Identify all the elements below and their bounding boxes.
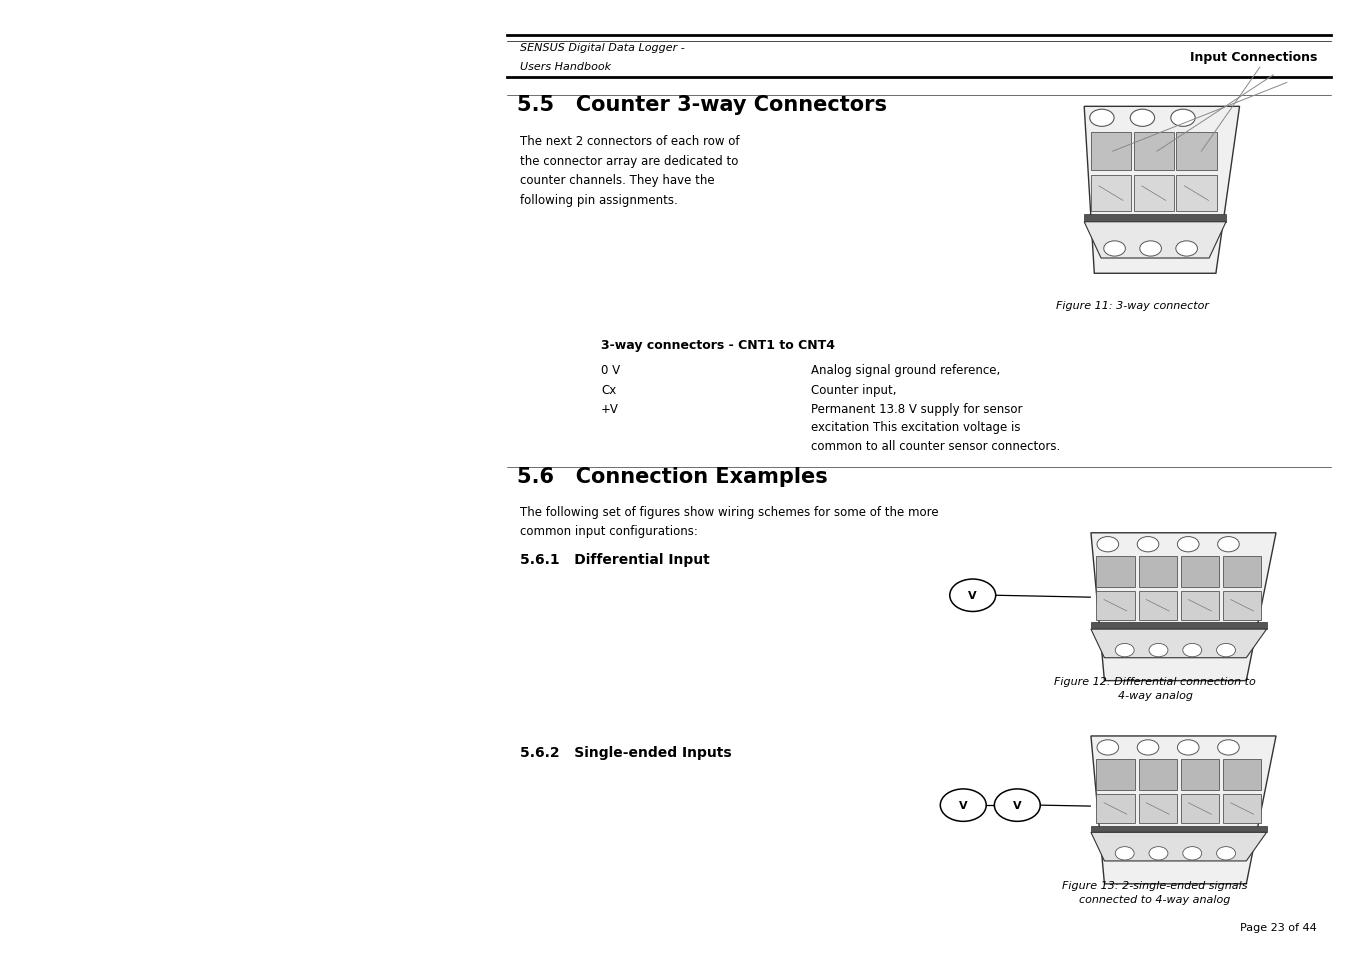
FancyBboxPatch shape — [1133, 133, 1174, 172]
Text: Counter input,: Counter input, — [811, 383, 896, 396]
Circle shape — [1148, 644, 1167, 658]
Circle shape — [1217, 537, 1239, 553]
FancyBboxPatch shape — [1223, 760, 1262, 791]
Text: 5.6   Connection Examples: 5.6 Connection Examples — [517, 467, 828, 487]
FancyBboxPatch shape — [1096, 557, 1135, 587]
Text: The following set of figures show wiring schemes for some of the more
common inp: The following set of figures show wiring… — [520, 505, 939, 537]
Circle shape — [1217, 740, 1239, 756]
FancyBboxPatch shape — [1133, 175, 1174, 213]
Circle shape — [1175, 242, 1197, 257]
Text: Input Connections: Input Connections — [1190, 51, 1317, 64]
Circle shape — [1115, 847, 1135, 861]
Polygon shape — [1090, 534, 1275, 680]
Text: Figure 13: 2-single-ended signals
connected to 4-way analog: Figure 13: 2-single-ended signals connec… — [1062, 880, 1248, 903]
Text: SENSUS Digital Data Logger -: SENSUS Digital Data Logger - — [520, 43, 685, 52]
Circle shape — [1115, 644, 1135, 658]
FancyBboxPatch shape — [1096, 795, 1135, 823]
Circle shape — [1104, 242, 1125, 257]
Circle shape — [1216, 847, 1235, 861]
Text: The next 2 connectors of each row of
the connector array are dedicated to
counte: The next 2 connectors of each row of the… — [520, 135, 739, 207]
Text: Permanent 13.8 V supply for sensor
excitation This excitation voltage is
common : Permanent 13.8 V supply for sensor excit… — [811, 402, 1059, 452]
Text: 3-way connectors - CNT1 to CNT4: 3-way connectors - CNT1 to CNT4 — [601, 338, 835, 352]
FancyBboxPatch shape — [1181, 795, 1219, 823]
FancyBboxPatch shape — [1223, 591, 1262, 620]
Circle shape — [1090, 110, 1115, 127]
FancyBboxPatch shape — [1181, 591, 1219, 620]
FancyBboxPatch shape — [1223, 557, 1262, 587]
Polygon shape — [1084, 108, 1240, 274]
FancyBboxPatch shape — [1090, 175, 1131, 213]
Text: 0 V: 0 V — [601, 364, 620, 377]
Circle shape — [1178, 537, 1200, 553]
Text: V: V — [969, 591, 977, 600]
FancyBboxPatch shape — [1177, 133, 1216, 172]
Circle shape — [1216, 644, 1235, 658]
FancyBboxPatch shape — [1090, 825, 1267, 833]
Polygon shape — [1090, 833, 1267, 862]
FancyBboxPatch shape — [1139, 591, 1177, 620]
FancyBboxPatch shape — [1181, 760, 1219, 791]
Text: +V: +V — [601, 402, 619, 416]
Text: 5.6.2   Single-ended Inputs: 5.6.2 Single-ended Inputs — [520, 745, 732, 760]
FancyBboxPatch shape — [1177, 175, 1216, 213]
Circle shape — [1178, 740, 1200, 756]
Circle shape — [1097, 740, 1119, 756]
Circle shape — [1182, 847, 1202, 861]
Circle shape — [940, 789, 986, 821]
FancyBboxPatch shape — [1181, 557, 1219, 587]
Text: Cx: Cx — [601, 383, 616, 396]
FancyBboxPatch shape — [1090, 133, 1131, 172]
Circle shape — [1182, 644, 1202, 658]
Circle shape — [1138, 740, 1159, 756]
Text: 5.6.1   Differential Input: 5.6.1 Differential Input — [520, 553, 709, 567]
Circle shape — [1097, 537, 1119, 553]
Text: Page 23 of 44: Page 23 of 44 — [1240, 923, 1317, 932]
FancyBboxPatch shape — [1090, 623, 1267, 630]
Circle shape — [1131, 110, 1155, 127]
FancyBboxPatch shape — [1084, 215, 1227, 223]
FancyBboxPatch shape — [1139, 760, 1177, 791]
Text: Figure 11: 3-way connector: Figure 11: 3-way connector — [1055, 301, 1209, 311]
FancyBboxPatch shape — [1223, 795, 1262, 823]
Text: 5.5   Counter 3-way Connectors: 5.5 Counter 3-way Connectors — [517, 95, 888, 115]
FancyBboxPatch shape — [1139, 795, 1177, 823]
Text: V: V — [1013, 801, 1021, 810]
FancyBboxPatch shape — [1096, 760, 1135, 791]
Circle shape — [950, 579, 996, 612]
Polygon shape — [1084, 223, 1227, 259]
Circle shape — [1148, 847, 1167, 861]
Circle shape — [1140, 242, 1162, 257]
Circle shape — [994, 789, 1040, 821]
Circle shape — [1138, 537, 1159, 553]
Polygon shape — [1090, 736, 1275, 884]
FancyBboxPatch shape — [1096, 591, 1135, 620]
Text: V: V — [959, 801, 967, 810]
FancyBboxPatch shape — [1139, 557, 1177, 587]
Text: Figure 12: Differential connection to
4-way analog: Figure 12: Differential connection to 4-… — [1054, 677, 1256, 700]
Polygon shape — [1090, 630, 1267, 659]
Text: Users Handbook: Users Handbook — [520, 62, 611, 71]
Circle shape — [1171, 110, 1196, 127]
Text: Analog signal ground reference,: Analog signal ground reference, — [811, 364, 1000, 377]
